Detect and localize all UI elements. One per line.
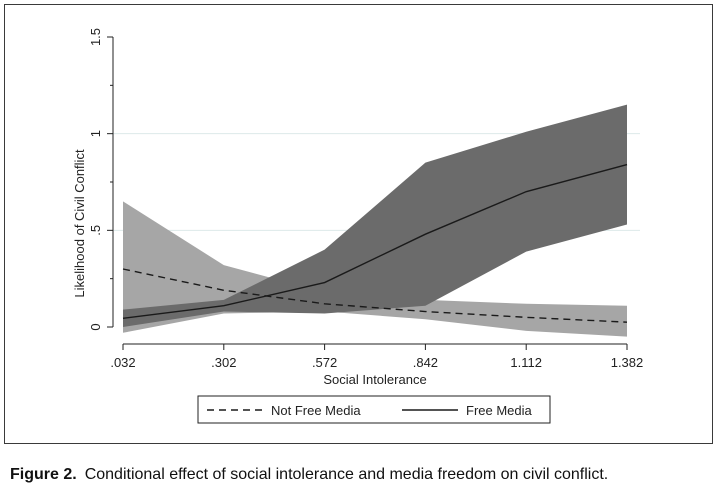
x-tick-label-3: .842 [413, 355, 438, 370]
y-tick-label-3: 1.5 [88, 28, 103, 46]
ci-band-free-media [123, 104, 627, 328]
x-tick-label-4: 1.112 [510, 355, 542, 370]
x-tick-label-2: .572 [312, 355, 337, 370]
x-tick-label-5: 1.382 [611, 355, 644, 370]
series-line-not-free-media [122, 268, 628, 323]
x-tick-label-1: .302 [211, 355, 236, 370]
x-axis-title: Social Intolerance [323, 372, 426, 387]
y-tick-label-1: .5 [88, 225, 103, 236]
y-tick-label-2: 1 [88, 130, 103, 137]
y-tick-label-0: 0 [88, 323, 103, 330]
figure-caption: Figure 2. Conditional effect of social in… [10, 466, 608, 484]
y-axis-title: Likelihood of Civil Conflict [72, 149, 87, 298]
x-tick-label-0: .032 [110, 355, 135, 370]
series-line-free-media [122, 163, 628, 319]
legend-label-not-free-media: Not Free Media [271, 403, 361, 418]
legend-label-free-media: Free Media [466, 403, 533, 418]
caption-text: Conditional effect of social intolerance… [84, 466, 609, 483]
chart: 0 .5 1 1.5 .032 .302 .572 .842 1.112 1.382 Social … [72, 28, 644, 424]
caption-label: Figure 2. [10, 466, 77, 483]
